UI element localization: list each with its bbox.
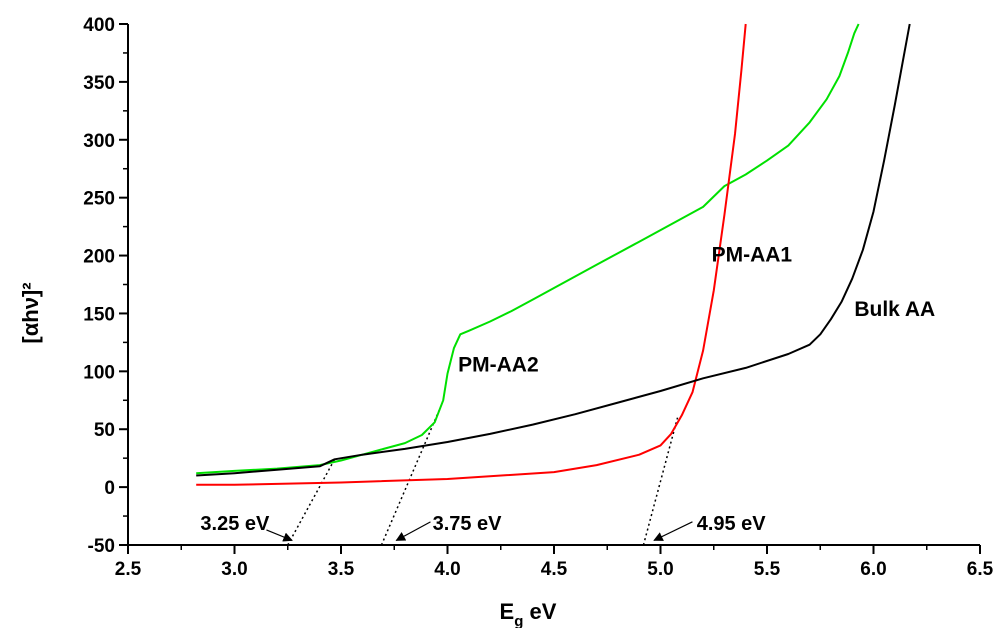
series-line-pm-aa1 — [196, 23, 747, 486]
x-tick-label: 3.0 — [221, 559, 247, 580]
series-labels: PM-AA2 PM-AA1 Bulk AA — [458, 243, 935, 376]
y-tick-label: 0 — [104, 478, 115, 499]
y-tick-label: 400 — [83, 15, 115, 36]
series-line-bulk-aa — [196, 23, 911, 477]
fit-line — [642, 417, 679, 546]
annotation-label: 4.95 eV — [697, 513, 767, 535]
series-label: Bulk AA — [854, 298, 935, 321]
y-tick-label: 50 — [94, 420, 115, 441]
annotation-label: 3.75 eV — [433, 513, 503, 535]
y-tick-label: 150 — [83, 304, 115, 325]
annotations: 3.25 eV 3.75 eV 4.95 eV — [200, 513, 767, 542]
x-tick-label: 6.5 — [967, 559, 994, 580]
y-axis-title: [αhν]² — [18, 282, 43, 343]
y-tick-label: 100 — [83, 362, 115, 383]
fit-lines — [287, 410, 679, 546]
x-tick-label: 3.5 — [328, 559, 355, 580]
y-tick-label: 300 — [83, 131, 115, 152]
series-label: PM-AA2 — [458, 353, 539, 376]
x-tick-label: 4.0 — [434, 559, 460, 580]
series-line-pm-aa2 — [196, 23, 860, 475]
fit-line — [380, 410, 440, 546]
annotation-arrow — [266, 529, 293, 542]
axes: 2.5 3.0 3.5 4.0 4.5 5.0 5.5 6.0 6.5 -50 0 50 100 150 2… — [83, 15, 993, 580]
y-tick-label: -50 — [88, 536, 115, 557]
x-tick-label: 5.0 — [647, 559, 673, 580]
x-tick-label: 2.5 — [115, 559, 142, 580]
annotation-arrow — [395, 521, 431, 541]
fit-line — [287, 458, 336, 546]
annotation-label: 3.25 eV — [200, 513, 270, 535]
y-tick-label: 250 — [83, 189, 115, 210]
series-label: PM-AA1 — [712, 243, 793, 266]
x-tick-label: 4.5 — [541, 559, 568, 580]
y-tick-label: 350 — [83, 73, 115, 94]
annotation-arrow — [653, 521, 693, 541]
x-axis-title: Eg eV — [500, 599, 557, 628]
x-tick-label: 5.5 — [754, 559, 781, 580]
y-tick-label: 200 — [83, 247, 115, 268]
x-tick-label: 6.0 — [860, 559, 886, 580]
series-group — [196, 23, 911, 486]
